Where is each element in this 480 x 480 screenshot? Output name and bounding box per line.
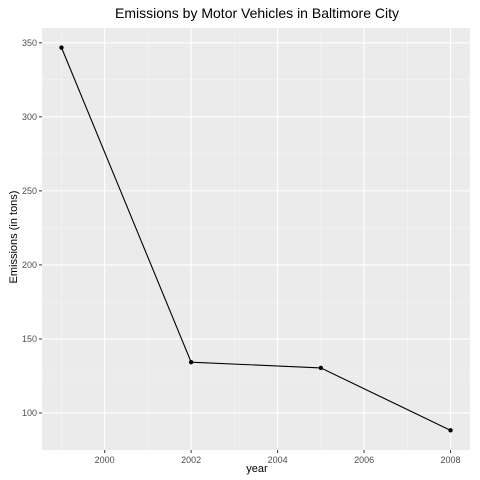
y-tick-label: 200 <box>22 260 37 270</box>
x-tick-label: 2008 <box>441 455 461 465</box>
data-point <box>59 45 64 50</box>
chart-title: Emissions by Motor Vehicles in Baltimore… <box>115 5 399 21</box>
x-axis-title: year <box>246 463 268 475</box>
series-line <box>60 47 451 431</box>
y-tick-label: 350 <box>22 38 37 48</box>
y-tick-label: 150 <box>22 334 37 344</box>
minor-gridlines <box>42 28 470 450</box>
data-point <box>318 365 324 371</box>
y-tick-label: 300 <box>22 112 37 122</box>
plot-panel <box>42 28 470 450</box>
x-axis: 2000 2002 2004 2006 2008 <box>95 450 461 465</box>
x-tick-label: 2002 <box>181 455 201 465</box>
series-layer <box>59 45 453 433</box>
x-tick-label: 2000 <box>95 455 115 465</box>
x-tick-label: 2006 <box>354 455 374 465</box>
x-tick-label: 2004 <box>268 455 288 465</box>
y-axis: 100 150 200 250 300 350 <box>22 38 42 418</box>
y-tick-label: 100 <box>22 408 37 418</box>
y-tick-label: 250 <box>22 186 37 196</box>
major-gridlines <box>42 28 470 450</box>
data-point <box>448 428 453 433</box>
data-point <box>188 359 194 365</box>
y-axis-title: Emissions (in tons) <box>8 191 20 284</box>
